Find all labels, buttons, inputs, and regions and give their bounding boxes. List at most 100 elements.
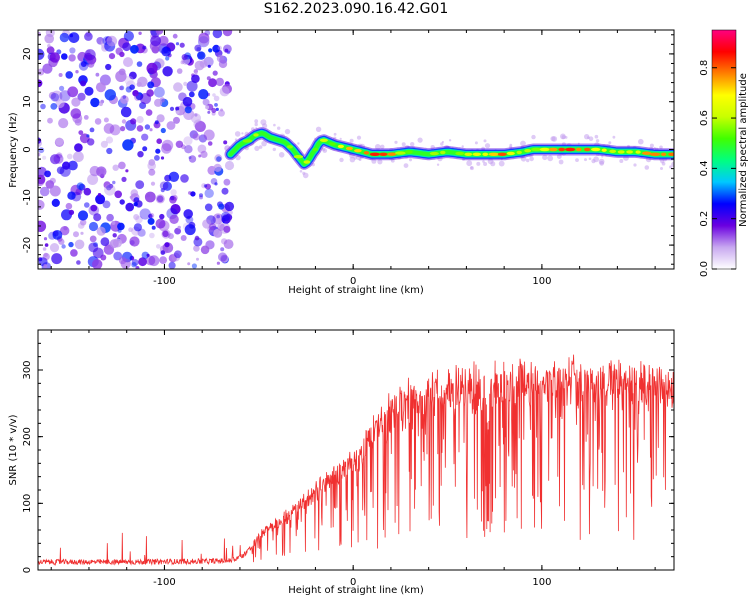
- noise-speckle: [100, 254, 107, 261]
- ridge-hotspot: [404, 150, 413, 154]
- ridge-hotspot: [319, 138, 328, 142]
- noise-speckle: [194, 121, 206, 132]
- ridge-scatter: [482, 160, 485, 163]
- noise-speckle: [130, 44, 139, 54]
- noise-speckle: [215, 77, 224, 87]
- noise-speckle: [106, 213, 114, 222]
- noise-speckle: [175, 110, 180, 114]
- noise-speckle: [66, 153, 73, 160]
- noise-speckle: [74, 118, 82, 126]
- noise-speckle: [194, 72, 198, 75]
- x-tick-label: -100: [153, 577, 176, 588]
- noise-speckle: [119, 85, 125, 91]
- noise-speckle: [145, 255, 156, 266]
- noise-speckle: [38, 31, 41, 37]
- ridge-hotspot: [464, 152, 473, 156]
- ridge-scatter: [561, 135, 566, 140]
- ridge-scatter: [476, 161, 481, 166]
- noise-speckle: [137, 151, 144, 158]
- noise-speckle: [80, 61, 87, 67]
- noise-speckle: [208, 223, 217, 231]
- noise-speckle: [141, 133, 149, 141]
- noise-speckle: [136, 116, 144, 124]
- noise-speckle: [224, 201, 235, 212]
- noise-speckle: [118, 256, 127, 265]
- noise-speckle: [106, 147, 113, 155]
- noise-speckle: [154, 98, 163, 107]
- ridge-scatter: [339, 157, 344, 163]
- ridge-scatter: [520, 140, 526, 147]
- noise-speckle: [69, 47, 76, 54]
- snr-x-label: Height of straight line (km): [288, 585, 424, 596]
- noise-speckle: [185, 215, 194, 224]
- ridge-scatter: [575, 158, 579, 163]
- ridge-hotspot: [649, 152, 661, 156]
- noise-speckle: [155, 148, 161, 154]
- noise-speckle: [130, 189, 139, 197]
- noise-speckle: [169, 214, 179, 224]
- noise-speckle: [83, 187, 92, 196]
- ridge-hotspot: [328, 142, 336, 146]
- noise-speckle: [52, 230, 63, 240]
- noise-speckle: [204, 188, 214, 198]
- noise-speckle: [105, 136, 114, 144]
- noise-speckle: [136, 125, 144, 132]
- noise-speckle: [173, 82, 183, 92]
- noise-speckle: [200, 245, 210, 255]
- noise-speckle: [129, 236, 140, 247]
- noise-speckle: [174, 227, 182, 235]
- noise-speckle: [180, 60, 185, 65]
- noise-speckle: [159, 181, 169, 190]
- noise-speckle: [154, 86, 165, 98]
- noise-speckle: [196, 257, 199, 261]
- noise-speckle: [89, 127, 95, 133]
- ridge-scatter: [509, 143, 513, 147]
- noise-speckle: [214, 182, 218, 186]
- noise-speckle: [38, 79, 43, 88]
- ridge-scatter: [297, 142, 300, 145]
- ridge-hotspot: [395, 151, 406, 155]
- noise-speckle: [224, 160, 235, 171]
- noise-speckle: [154, 155, 160, 161]
- y-tick-label: 10: [22, 95, 33, 108]
- noise-speckle: [38, 220, 47, 232]
- ridge-hotspot: [558, 147, 566, 152]
- ridge-hotspot: [429, 151, 439, 156]
- noise-speckle: [208, 48, 213, 53]
- ridge-hotspot: [354, 149, 362, 153]
- noise-speckle: [49, 185, 61, 197]
- noise-speckle: [175, 106, 180, 111]
- ridge-scatter: [593, 156, 599, 163]
- noise-speckle: [208, 78, 217, 88]
- ridge-scatter: [633, 163, 637, 167]
- noise-speckle: [159, 213, 165, 220]
- noise-speckle: [162, 66, 173, 77]
- ridge-scatter: [547, 155, 554, 162]
- ridge-hotspot: [337, 144, 344, 149]
- colorbar-ticks: 0.0 0.2 0.4 0.6 0.8: [699, 60, 736, 277]
- noise-speckle: [182, 96, 193, 107]
- noise-speckle: [129, 195, 133, 199]
- ridge-hotspot: [584, 147, 591, 152]
- noise-speckle: [167, 233, 174, 240]
- noise-speckle: [218, 59, 228, 69]
- noise-speckle: [213, 163, 222, 172]
- noise-speckle: [115, 70, 127, 83]
- ridge-hotspot: [635, 150, 641, 154]
- noise-speckle: [184, 224, 196, 236]
- ridge-hotspot: [565, 147, 576, 152]
- noise-speckle: [188, 91, 195, 98]
- noise-speckle: [197, 51, 206, 60]
- y-tick-label: -10: [22, 189, 33, 205]
- noise-speckle: [94, 118, 102, 125]
- noise-speckle: [84, 49, 96, 61]
- noise-speckle: [50, 103, 58, 110]
- noise-speckle: [76, 260, 81, 265]
- noise-speckle: [39, 186, 50, 197]
- noise-speckle: [212, 93, 216, 97]
- noise-speckle: [207, 110, 211, 114]
- noise-speckle: [158, 35, 169, 46]
- noise-speckle: [133, 202, 138, 207]
- ridge-hotspot: [488, 152, 500, 156]
